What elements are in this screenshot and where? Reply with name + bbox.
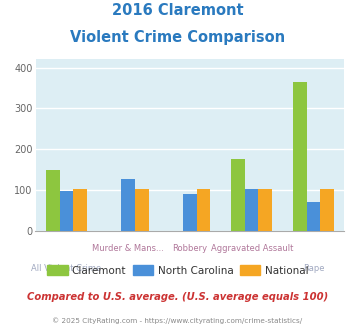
Bar [307,202,320,231]
Text: 2016 Claremont: 2016 Claremont [112,3,243,18]
Bar [231,159,245,231]
Text: Violent Crime Comparison: Violent Crime Comparison [70,30,285,45]
Text: Aggravated Assault: Aggravated Assault [211,244,293,253]
Bar [258,189,272,231]
Bar [121,179,135,231]
Bar [73,189,87,231]
Text: Compared to U.S. average. (U.S. average equals 100): Compared to U.S. average. (U.S. average … [27,292,328,302]
Bar [293,82,307,231]
Bar [60,191,73,231]
Text: Rape: Rape [303,264,324,273]
Bar [245,189,258,231]
Text: © 2025 CityRating.com - https://www.cityrating.com/crime-statistics/: © 2025 CityRating.com - https://www.city… [53,317,302,324]
Bar [46,170,60,231]
Bar [320,189,334,231]
Text: Murder & Mans...: Murder & Mans... [92,244,164,253]
Bar [183,194,197,231]
Text: All Violent Crime: All Violent Crime [31,264,102,273]
Bar [197,189,210,231]
Legend: Claremont, North Carolina, National: Claremont, North Carolina, National [43,261,312,280]
Text: Robbery: Robbery [173,244,207,253]
Bar [135,189,148,231]
